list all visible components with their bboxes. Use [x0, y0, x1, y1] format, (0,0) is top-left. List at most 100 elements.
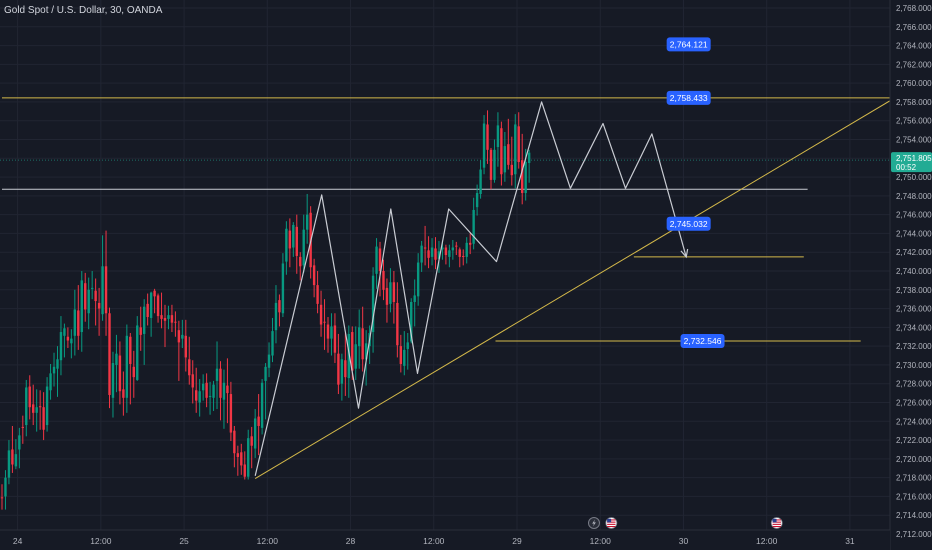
candle [468, 233, 472, 255]
candle [181, 319, 184, 349]
candle [267, 342, 271, 378]
candle [323, 299, 326, 350]
candle [420, 240, 423, 272]
price-tick-label: 2,736.000 [896, 305, 932, 314]
candle [281, 253, 285, 318]
price-tick-label: 2,746.000 [896, 211, 932, 220]
candle-body [285, 228, 288, 262]
candle [35, 389, 38, 432]
candle-body [139, 327, 142, 335]
candle [458, 247, 461, 268]
candle [25, 379, 28, 437]
time-tick-label: 12:00 [257, 536, 279, 546]
candle-body [399, 346, 403, 364]
candle-body [375, 246, 378, 274]
candle [423, 225, 427, 266]
candle-body [434, 248, 437, 260]
price-label[interactable]: 2,758.433 [666, 90, 711, 105]
candle-body [90, 287, 94, 289]
candle [264, 363, 267, 420]
candle-body [240, 452, 243, 466]
candle-body [212, 384, 215, 398]
candle-body [462, 255, 465, 257]
trendline-support [254, 97, 895, 480]
candle [406, 332, 409, 370]
price-label[interactable]: 2,732.546 [680, 334, 725, 349]
candle-body [527, 152, 531, 163]
time-axis[interactable]: 24 12:00 25 12:00 28 12:00 29 12:00 30 12:00 31 [0, 529, 890, 550]
candle-body [316, 285, 319, 304]
candle-body [489, 149, 493, 180]
price-label-box [666, 37, 711, 52]
candle [455, 241, 458, 256]
us-flag-icon[interactable] [605, 517, 618, 529]
candle-body [264, 366, 267, 381]
candle [215, 341, 219, 410]
candle-body [330, 326, 333, 339]
candle [63, 323, 66, 358]
price-axis[interactable]: 2,712.000 2,714.000 2,716.000 2,718.000 2,72… [889, 0, 932, 550]
candle [434, 237, 437, 270]
candle [233, 425, 236, 468]
candle-body [430, 247, 434, 257]
candle [195, 367, 198, 413]
candle-body [177, 330, 181, 343]
candle-body [337, 353, 340, 385]
candle-body [56, 359, 59, 369]
time-tick-label: 30 [679, 536, 689, 546]
candle [344, 332, 347, 396]
price-label-box [680, 334, 725, 349]
price-label[interactable]: 2,764.121 [666, 37, 711, 52]
candle [142, 299, 146, 365]
candle [7, 440, 11, 485]
candle [271, 317, 274, 363]
price-label-text: 2,745.032 [670, 219, 708, 229]
candle-body [77, 310, 80, 336]
candle [156, 293, 160, 323]
candle-body [142, 306, 146, 334]
candle-body [441, 247, 444, 250]
current-price-text: 2,751.805 [896, 154, 932, 163]
candle [253, 409, 257, 458]
candle-body [149, 292, 153, 318]
candle-body [371, 275, 375, 333]
candle-body [191, 374, 194, 388]
candle [302, 214, 305, 273]
time-tick-label: 29 [512, 536, 522, 546]
candle-body [444, 247, 448, 256]
candle-body [416, 262, 420, 297]
price-label[interactable]: 2,745.032 [666, 216, 711, 231]
candle-body [382, 270, 385, 290]
candle-body [479, 169, 482, 194]
candle-body [496, 125, 500, 148]
candle-body [392, 282, 396, 302]
candle [122, 371, 125, 416]
price-label-text: 2,764.121 [670, 40, 708, 50]
candle [11, 425, 14, 473]
candle-body [281, 263, 285, 314]
candle [250, 426, 253, 469]
candle [340, 353, 344, 401]
candle [396, 282, 399, 358]
candle [389, 268, 392, 313]
candle [358, 309, 361, 369]
candle-body [427, 250, 430, 258]
candle-body [236, 453, 240, 457]
overlay-layer: 2,764.121 2,758.433 2,745.032 2,732.546 [254, 37, 895, 529]
price-tick-label: 2,756.000 [896, 117, 932, 126]
candle [496, 112, 500, 167]
candle-body [108, 313, 111, 395]
candle [319, 290, 323, 337]
grid [0, 0, 890, 530]
candle [375, 238, 378, 289]
candle-body [32, 404, 35, 413]
candle [118, 341, 122, 405]
lightning-icon[interactable] [587, 517, 600, 529]
candle-body [347, 333, 350, 379]
us-flag-icon[interactable] [770, 517, 783, 529]
candle [527, 149, 531, 183]
candle [465, 237, 468, 264]
countdown-text: 00:52 [896, 163, 917, 172]
